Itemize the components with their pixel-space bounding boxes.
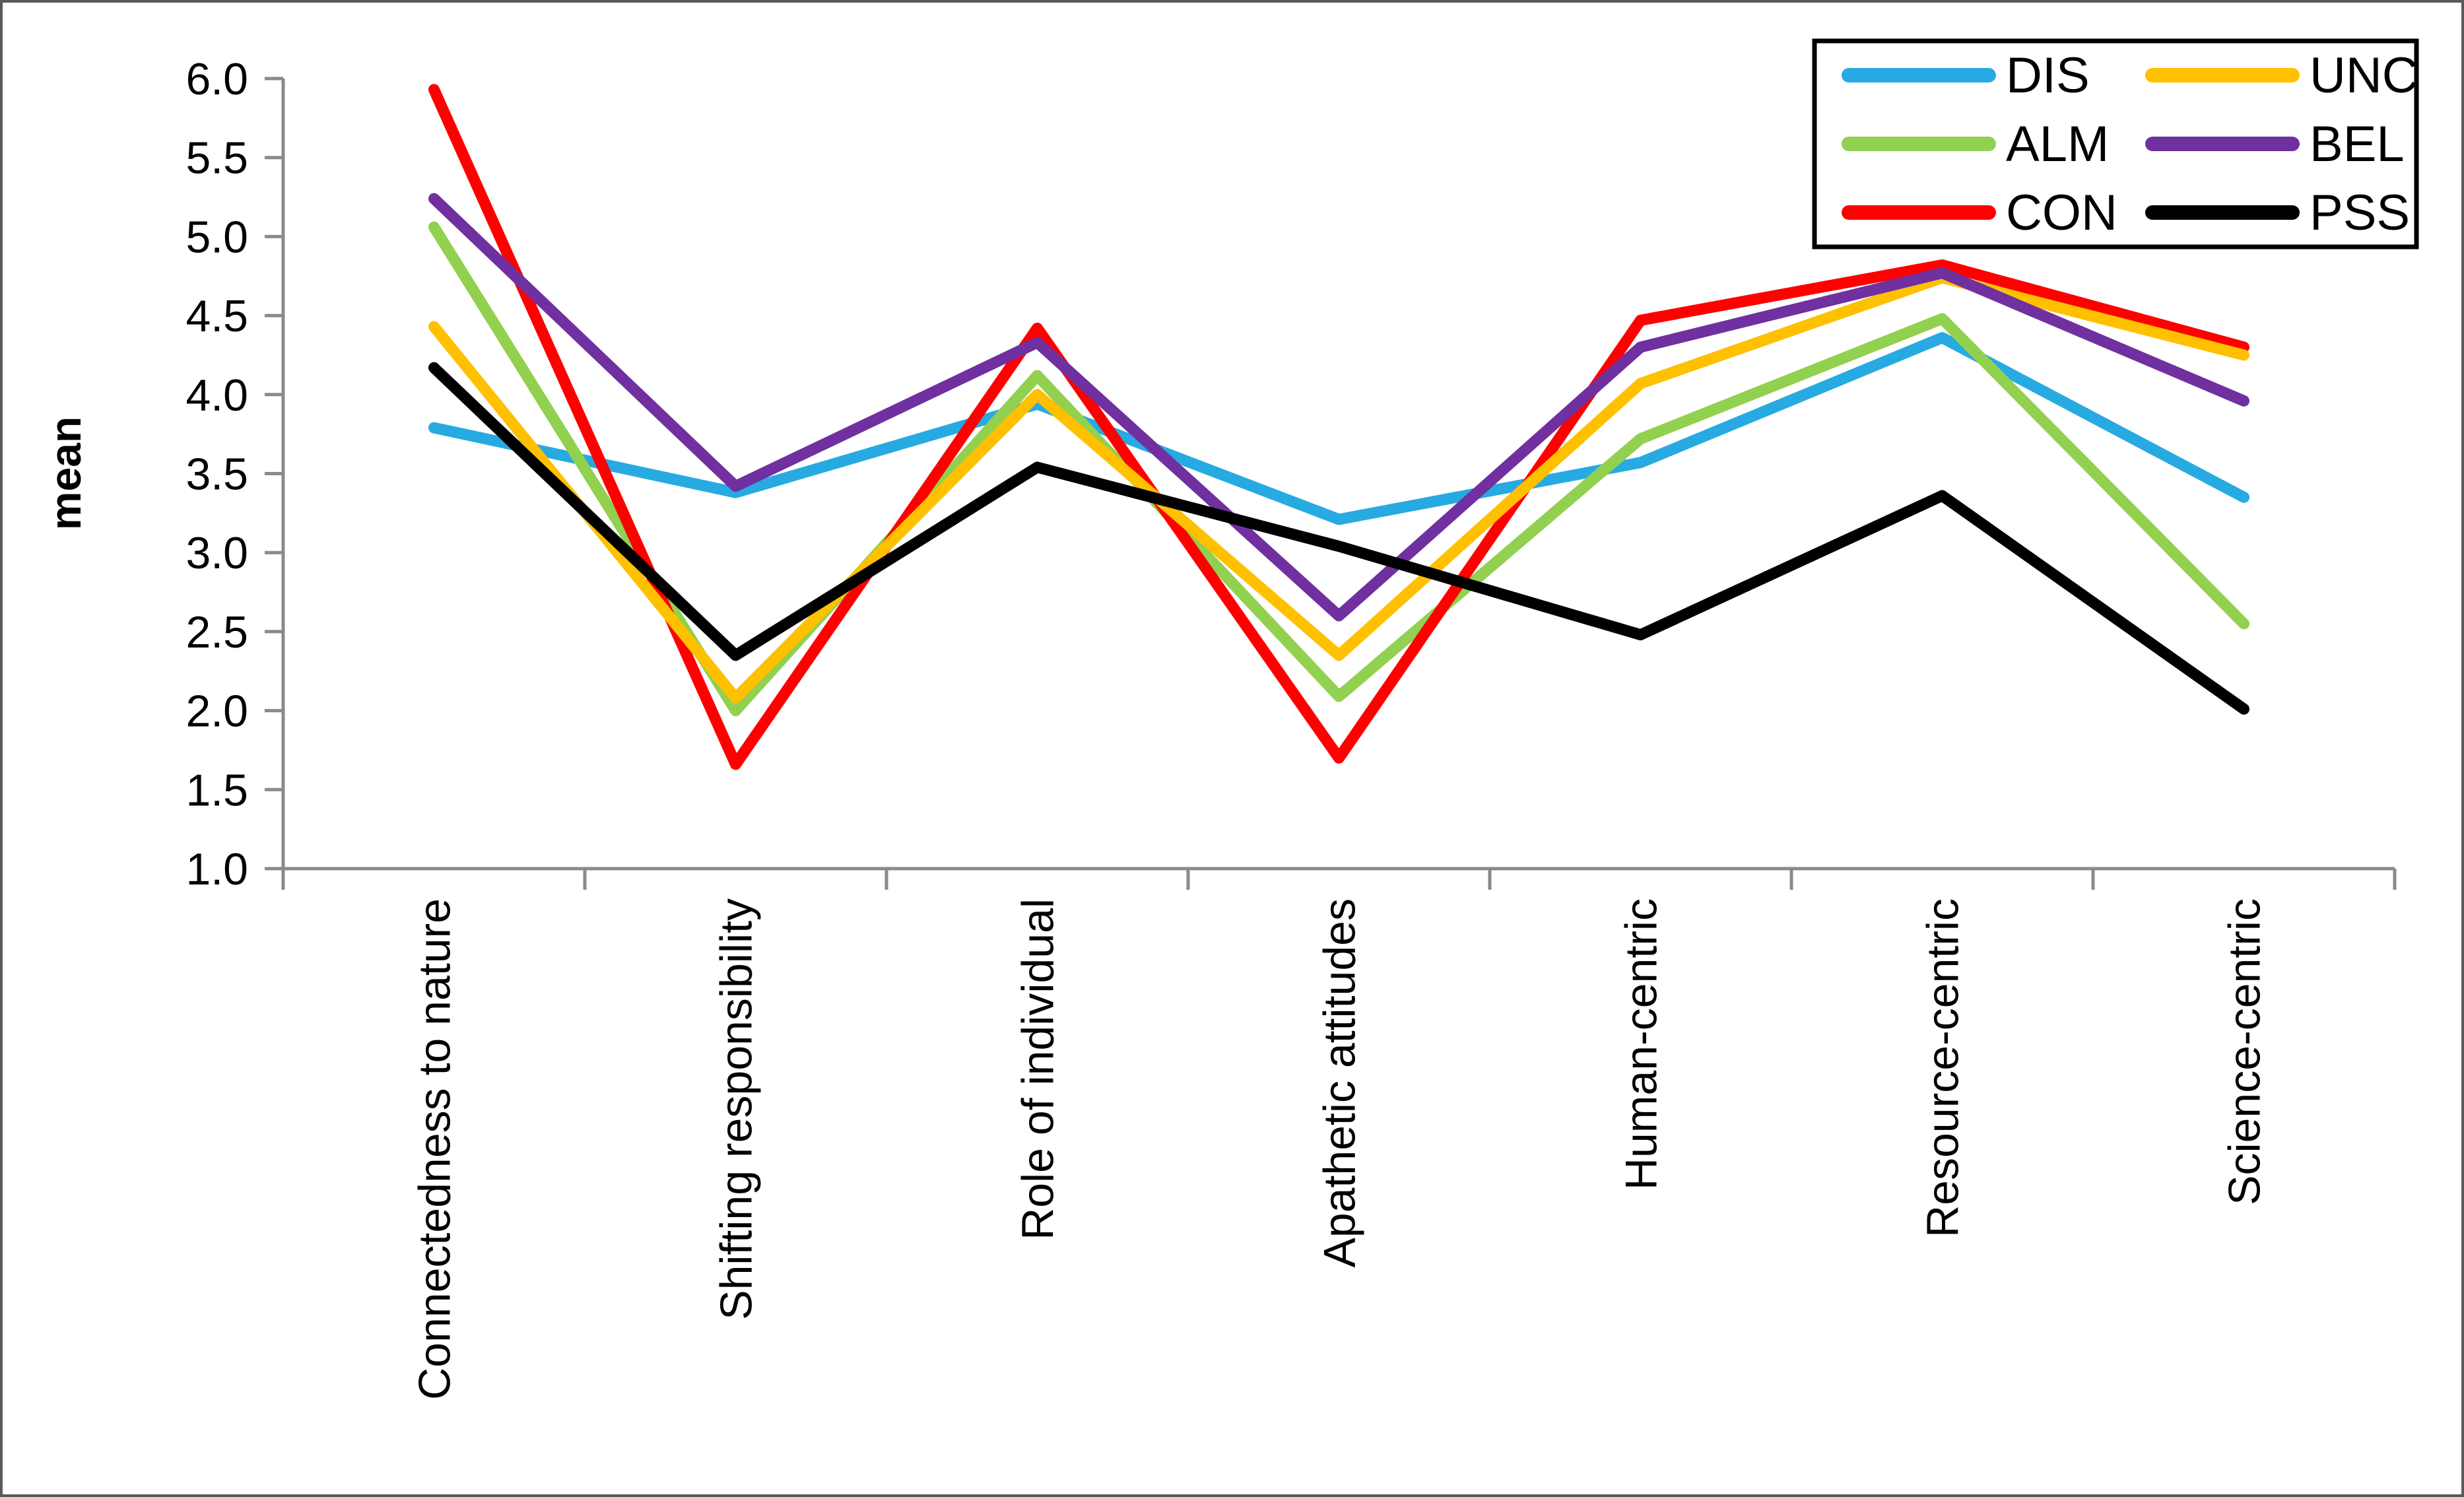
legend-label-dis: DIS	[2006, 48, 2090, 104]
y-tick-label: 2.0	[185, 686, 248, 737]
y-tick-label: 4.0	[185, 370, 248, 420]
y-tick-label: 1.0	[185, 844, 248, 894]
series-line-bel	[428, 193, 2249, 622]
x-category-label: Apathetic attitudes	[1315, 898, 1365, 1267]
legend-entry-unc: UNC	[2145, 48, 2418, 104]
legend-label-pss: PSS	[2310, 185, 2410, 241]
x-category-label: Role of individual	[1013, 898, 1063, 1240]
y-tick-label: 5.5	[185, 133, 248, 183]
y-tick-label: 1.5	[185, 765, 248, 815]
legend-label-bel: BEL	[2310, 116, 2405, 172]
y-axis-title: mean	[41, 416, 90, 530]
x-category-label: Shifting responsibility	[712, 898, 762, 1320]
legend-label-alm: ALM	[2006, 116, 2109, 172]
legend-entry-pss: PSS	[2145, 185, 2410, 241]
legend-label-unc: UNC	[2310, 48, 2418, 104]
x-category-label: Science-centric	[2220, 898, 2270, 1205]
legend-entry-con: CON	[1842, 185, 2117, 241]
legend-entry-alm: ALM	[1842, 116, 2109, 172]
x-category-label: Resource-centric	[1918, 898, 1968, 1238]
y-tick-label: 4.5	[185, 291, 248, 341]
legend-entry-bel: BEL	[2145, 116, 2405, 172]
line-chart: 1.0 1.5 2.0 2.5 3.0 3.5 4.0 4.5 5.0 5.5 6.0 Connect…	[41, 38, 2419, 1400]
plot-area: 1.0 1.5 2.0 2.5 3.0 3.5 4.0 4.5 5.0 5.5 6.0 Connect…	[185, 54, 2397, 1400]
x-category-label: Connectedness to nature	[410, 898, 460, 1400]
x-category-label: Human-centric	[1616, 898, 1667, 1190]
series-line-con	[428, 84, 2249, 770]
y-tick-label: 3.0	[185, 528, 248, 578]
series-line-dis	[428, 332, 2249, 525]
legend-label-con: CON	[2006, 185, 2117, 241]
y-tick-label: 6.0	[185, 54, 248, 104]
legend-entry-dis: DIS	[1842, 48, 2090, 104]
series-line-pss	[428, 362, 2249, 715]
y-tick-label: 2.5	[185, 607, 248, 657]
series-line-alm	[428, 221, 2249, 717]
y-tick-label: 5.0	[185, 212, 248, 262]
y-tick-label: 3.5	[185, 449, 248, 500]
legend: DIS ALM CON UNC BEL PSS	[1812, 38, 2419, 249]
